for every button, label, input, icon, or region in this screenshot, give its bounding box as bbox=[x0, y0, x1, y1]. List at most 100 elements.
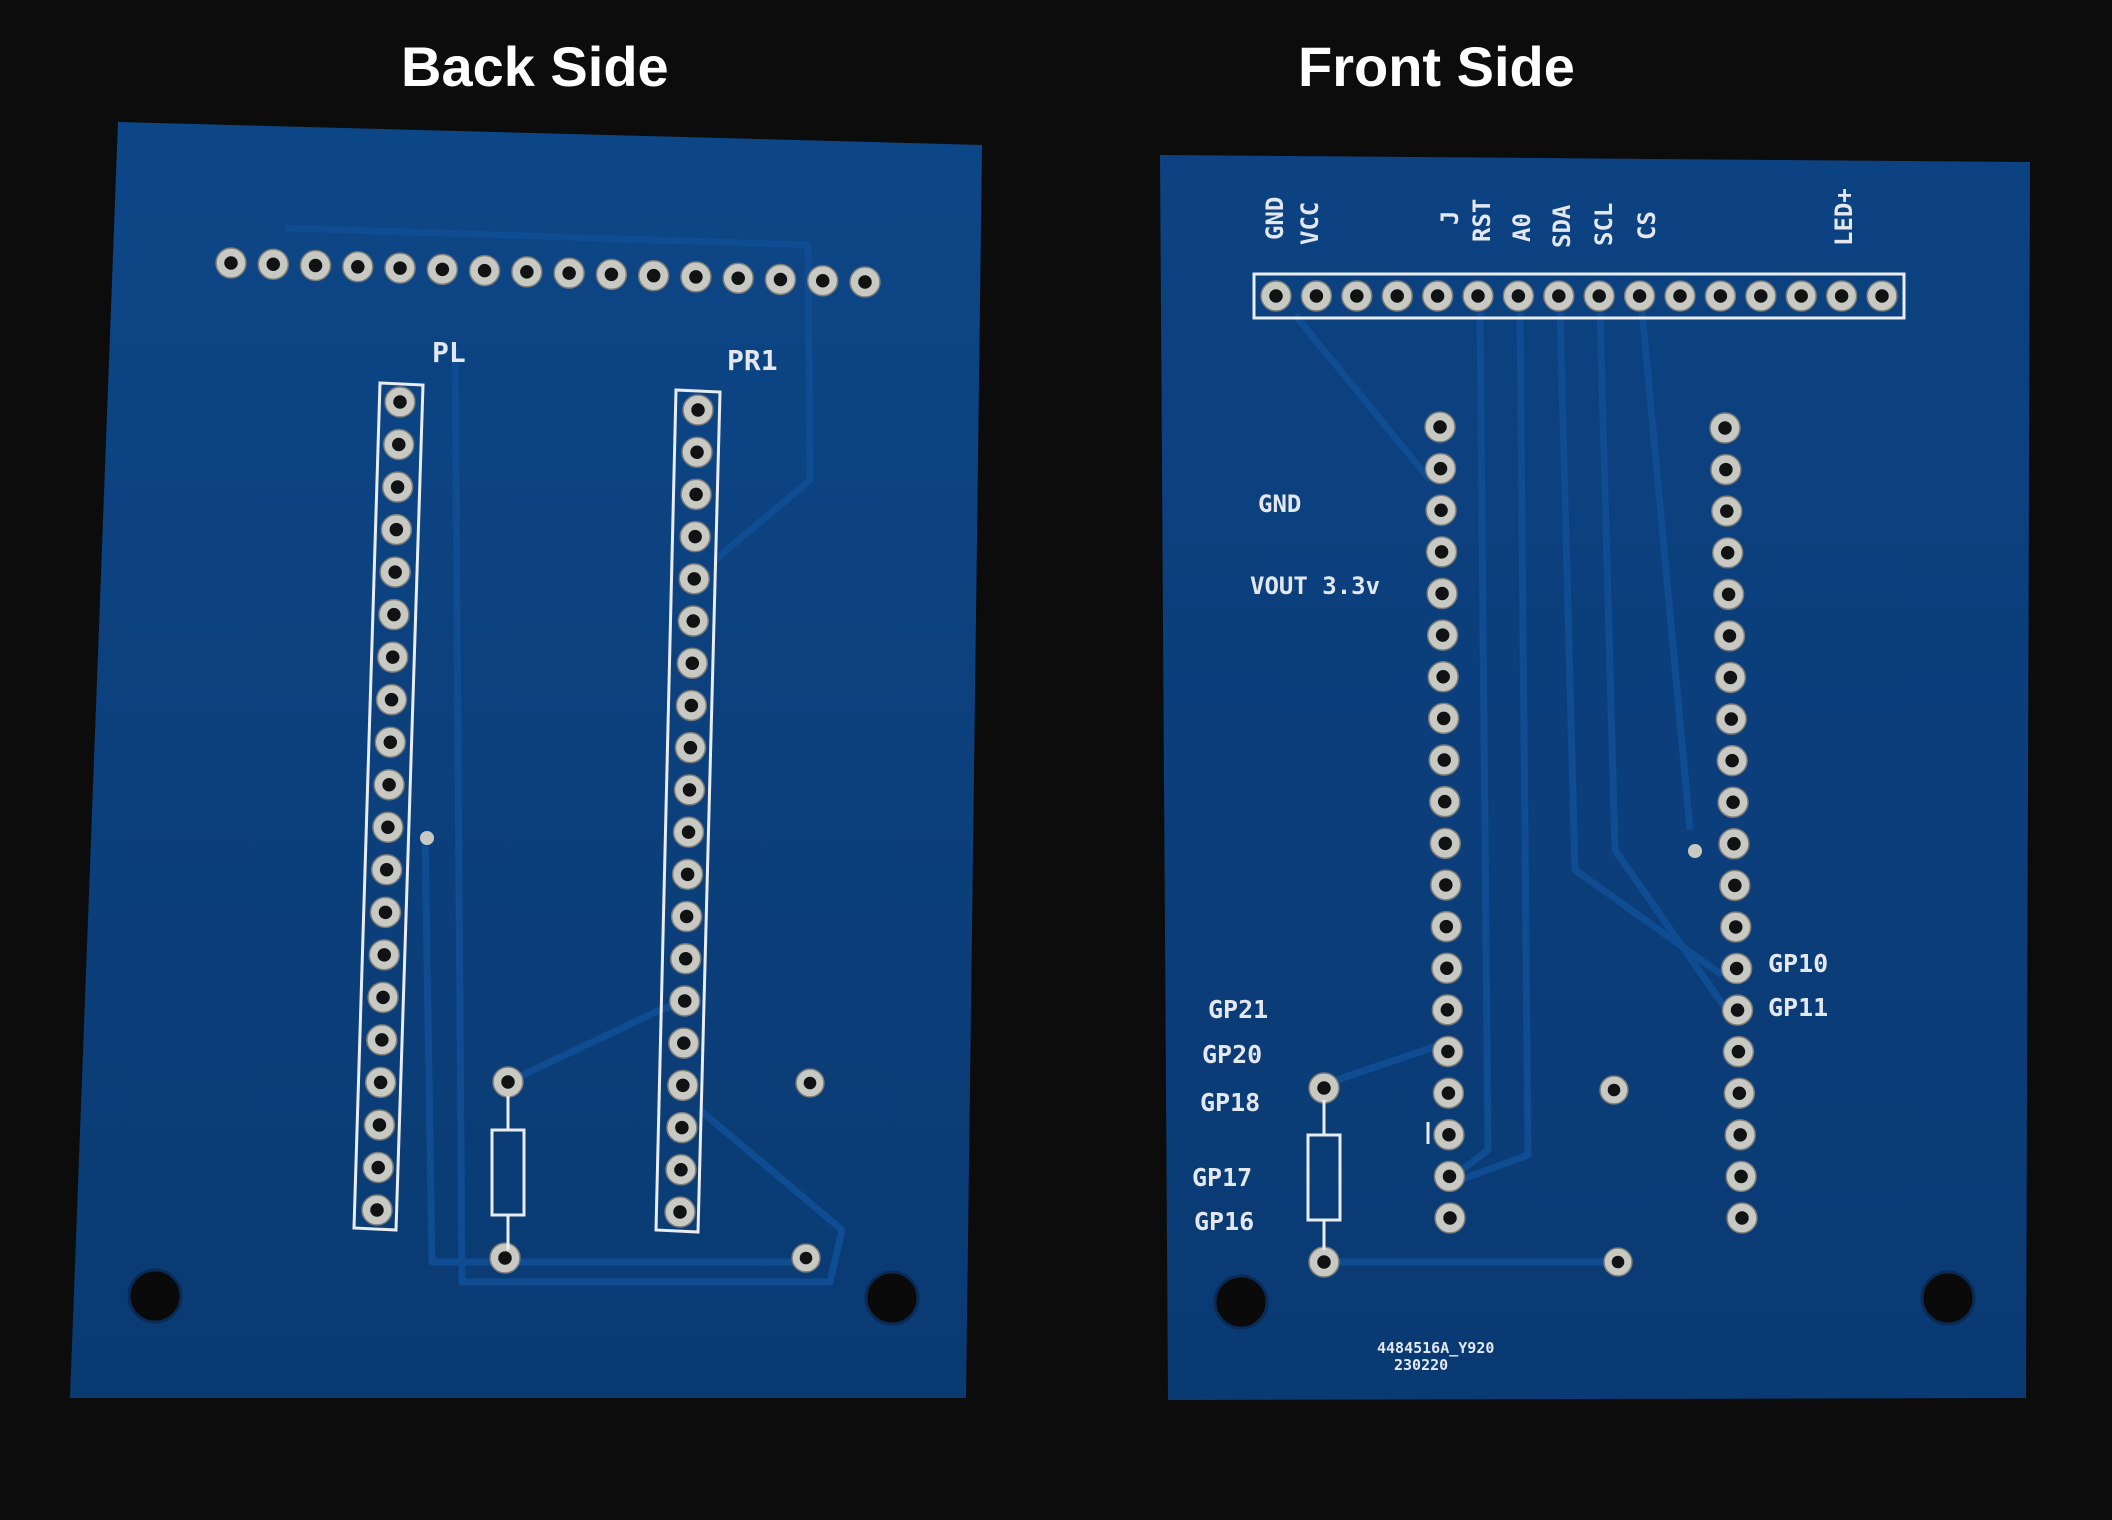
back-right-header bbox=[664, 394, 714, 1228]
back-right-pad-hole bbox=[688, 529, 702, 544]
label-gp17: GP17 bbox=[1192, 1163, 1252, 1192]
back-right-pad-hole bbox=[680, 867, 695, 882]
front-top-pad-hole bbox=[1552, 289, 1566, 303]
front-traces bbox=[1292, 309, 1731, 1266]
back-board: PL PR1 bbox=[70, 122, 982, 1398]
front-right-pad-hole bbox=[1722, 629, 1737, 643]
back-top-pad-hole bbox=[773, 272, 788, 287]
front-right-pad-hole bbox=[1730, 1003, 1745, 1017]
front-mounting-hole-right bbox=[1920, 1270, 1976, 1326]
back-right-pad-hole bbox=[683, 740, 698, 755]
front-top-pad-hole bbox=[1875, 289, 1889, 303]
front-right-pad-hole bbox=[1728, 878, 1742, 893]
back-right-pad-hole bbox=[677, 994, 692, 1008]
front-left-pad-hole bbox=[1440, 1003, 1455, 1017]
front-pad-hole bbox=[1607, 1083, 1621, 1097]
top-label-vcc: VCC bbox=[1296, 202, 1324, 245]
front-right-pad-hole bbox=[1725, 753, 1739, 768]
front-right-pad-hole bbox=[1733, 1128, 1747, 1142]
top-label-scl: SCL bbox=[1590, 203, 1618, 246]
front-resistor-pad-hole bbox=[1317, 1081, 1331, 1095]
back-left-pad-hole bbox=[377, 948, 392, 962]
front-left-pad-hole bbox=[1433, 461, 1448, 476]
front-top-header-outline bbox=[1252, 272, 1906, 320]
front-right-pad-hole bbox=[1734, 1169, 1748, 1184]
front-top-pad-hole bbox=[1713, 289, 1728, 303]
label-gp20: GP20 bbox=[1202, 1040, 1262, 1069]
back-top-pad-hole bbox=[646, 268, 661, 283]
back-left-pad-hole bbox=[379, 863, 394, 877]
front-top-pad-hole bbox=[1632, 289, 1647, 303]
front-right-pad-hole bbox=[1720, 545, 1735, 560]
back-top-pad-hole bbox=[435, 262, 450, 277]
front-top-pad-hole bbox=[1390, 289, 1404, 303]
back-top-header bbox=[215, 247, 881, 1274]
back-top-pad-hole bbox=[266, 257, 281, 272]
front-right-pad-hole bbox=[1718, 421, 1732, 435]
fab-code-line2: 230220 bbox=[1394, 1356, 1448, 1374]
back-left-pad-hole bbox=[382, 777, 396, 792]
back-mounting-hole-left bbox=[127, 1268, 183, 1324]
back-left-pad-hole bbox=[388, 565, 402, 579]
front-left-pad-hole bbox=[1441, 1044, 1455, 1059]
back-left-pad-hole bbox=[371, 1160, 385, 1175]
back-left-pad-hole bbox=[375, 1033, 389, 1047]
front-top-pad-hole bbox=[1269, 289, 1283, 303]
back-left-pad-hole bbox=[370, 1203, 384, 1217]
front-top-pad-hole bbox=[1511, 289, 1526, 303]
top-label-sda: SDA bbox=[1548, 204, 1576, 248]
front-top-pad-hole bbox=[1430, 289, 1445, 303]
front-left-pad-hole bbox=[1437, 794, 1452, 809]
front-pad-hole bbox=[1611, 1255, 1625, 1269]
front-side-heading: Front Side bbox=[1298, 35, 1575, 98]
back-left-header-outline bbox=[352, 381, 425, 1232]
label-gp21: GP21 bbox=[1208, 995, 1268, 1024]
top-label-led-plus: LED+ bbox=[1830, 188, 1858, 246]
back-pad-hole bbox=[803, 1076, 817, 1090]
back-left-header bbox=[361, 386, 416, 1226]
front-left-pad-hole bbox=[1442, 1169, 1457, 1184]
label-gp11: GP11 bbox=[1768, 993, 1828, 1022]
front-left-pad-hole bbox=[1439, 919, 1454, 934]
back-right-pad-hole bbox=[679, 909, 694, 924]
front-right-pad-hole bbox=[1720, 504, 1734, 518]
back-right-pad-hole bbox=[681, 825, 696, 839]
front-right-pad-hole bbox=[1727, 837, 1741, 851]
back-right-pad-hole bbox=[675, 1120, 689, 1135]
back-left-pad-hole bbox=[392, 437, 406, 452]
back-right-pad-hole bbox=[685, 656, 700, 671]
front-board-substrate bbox=[1160, 155, 2030, 1400]
front-top-pad-hole bbox=[1592, 289, 1606, 303]
back-top-pad-hole bbox=[731, 271, 745, 285]
front-right-pad-hole bbox=[1726, 795, 1740, 809]
top-label-j: J bbox=[1436, 211, 1464, 225]
back-right-pad-hole bbox=[689, 487, 703, 502]
front-via bbox=[1688, 844, 1702, 858]
label-gp16: GP16 bbox=[1194, 1207, 1254, 1236]
front-right-pad-hole bbox=[1731, 1044, 1746, 1059]
front-top-labels: GND VCC J RST A0 SDA SCL CS LED+ bbox=[1261, 188, 1858, 248]
back-top-pad-hole bbox=[477, 263, 492, 278]
front-left-pad-hole bbox=[1435, 586, 1449, 601]
back-left-pad-hole bbox=[385, 650, 400, 664]
front-top-pad-hole bbox=[1471, 289, 1485, 303]
back-top-pad-hole bbox=[520, 265, 534, 279]
back-via bbox=[420, 831, 434, 845]
front-right-pad-hole bbox=[1719, 462, 1733, 477]
front-left-pad-hole bbox=[1435, 628, 1450, 642]
back-right-pad-hole bbox=[677, 1036, 691, 1050]
front-top-pad-hole bbox=[1350, 289, 1364, 303]
back-left-pad-hole bbox=[378, 905, 393, 920]
back-pad-hole bbox=[799, 1251, 813, 1265]
back-board-substrate bbox=[70, 122, 982, 1398]
back-left-pad-hole bbox=[372, 1118, 387, 1132]
front-left-pad-hole bbox=[1440, 961, 1454, 975]
front-right-pad-hole bbox=[1728, 920, 1743, 934]
front-left-pad-hole bbox=[1436, 670, 1450, 684]
label-gnd: GND bbox=[1258, 490, 1301, 518]
back-right-pad-hole bbox=[682, 783, 697, 797]
back-left-pad-hole bbox=[381, 820, 395, 835]
back-right-pad-hole bbox=[684, 698, 699, 713]
back-left-pad-hole bbox=[393, 395, 407, 409]
back-left-pad-hole bbox=[390, 480, 405, 494]
